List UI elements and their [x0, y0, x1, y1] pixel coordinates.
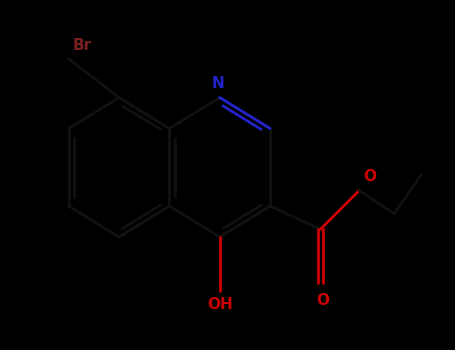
Text: N: N — [212, 76, 224, 91]
Text: O: O — [316, 293, 329, 308]
Text: OH: OH — [207, 297, 233, 312]
Text: O: O — [363, 168, 376, 183]
Text: Br: Br — [72, 38, 92, 53]
